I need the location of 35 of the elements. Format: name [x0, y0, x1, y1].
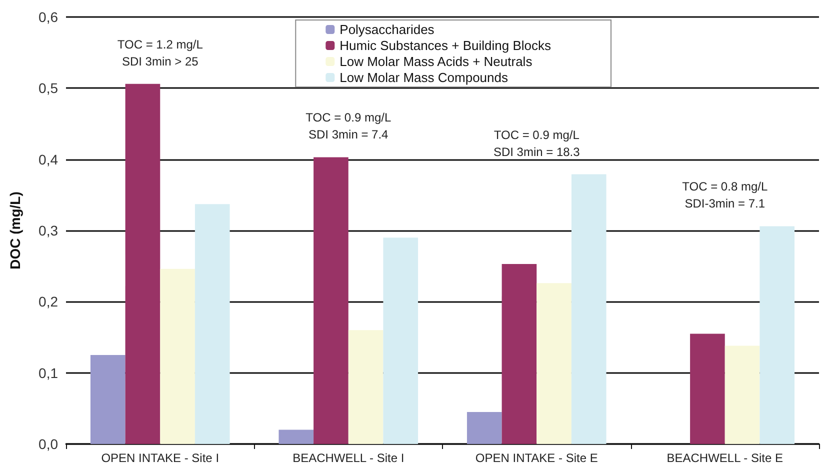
annotation: TOC = 0.8 mg/L SDI-3min = 7.1 — [682, 180, 768, 211]
legend-label: Low Molar Mass Acids + Neutrals — [340, 54, 533, 69]
legend-label: Humic Substances + Building Blocks — [340, 38, 552, 53]
y-tick-label: 0,3 — [38, 222, 58, 238]
bar — [125, 84, 160, 444]
bar — [724, 346, 760, 444]
x-tick-label: BEACHWELL - Site E — [666, 451, 784, 465]
y-axis-title: DOC (mg/L) — [7, 192, 23, 270]
legend-label: Low Molar Mass Compounds — [340, 70, 508, 85]
bar — [194, 204, 230, 444]
x-tick-label: OPEN INTAKE - Site E — [475, 451, 598, 465]
bar — [502, 264, 537, 444]
bar — [278, 430, 314, 444]
bar — [536, 283, 572, 444]
y-tick-label: 0,2 — [38, 294, 58, 310]
annotation: TOC = 0.9 mg/L SDI 3min = 18.3 — [493, 128, 580, 159]
annotation: TOC = 0.9 mg/L SDI 3min = 7.4 — [306, 110, 392, 142]
bar — [690, 334, 725, 444]
bar — [90, 355, 126, 444]
bar — [160, 268, 195, 444]
annotation: TOC = 1.2 mg/L SDI 3min > 25 — [117, 37, 204, 68]
bar — [383, 238, 418, 444]
bar — [314, 157, 348, 444]
bar — [466, 412, 502, 444]
x-tick-label: OPEN INTAKE - Site I — [101, 451, 220, 465]
y-tick-label: 0,6 — [38, 9, 58, 25]
legend-label: Polysaccharides — [340, 22, 435, 37]
bar — [571, 174, 606, 444]
y-tick-label: 0,1 — [38, 364, 58, 381]
bar — [760, 226, 795, 444]
y-tick-label: 0,0 — [38, 436, 58, 452]
bar — [348, 330, 384, 444]
x-tick-label: BEACHWELL - Site I — [292, 451, 404, 465]
y-tick-label: 0,5 — [38, 80, 58, 96]
y-tick-label: 0,4 — [38, 151, 58, 168]
